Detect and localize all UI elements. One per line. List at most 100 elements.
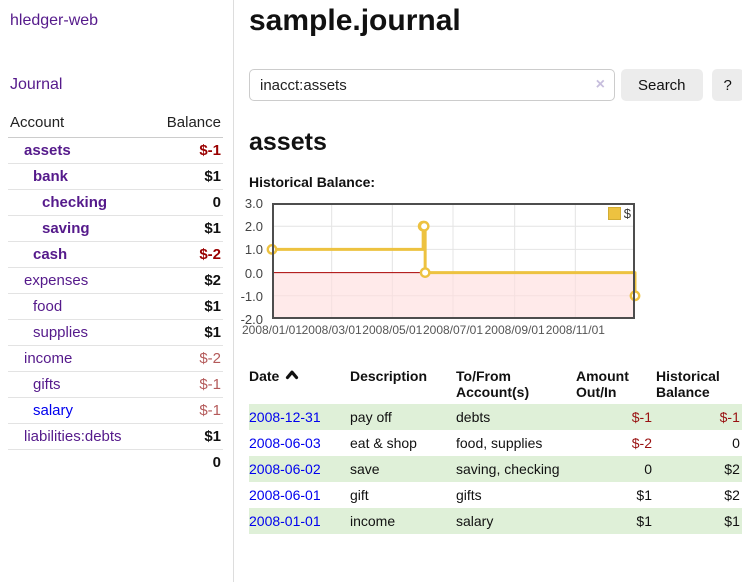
accounts-total-row: 0 <box>8 450 223 476</box>
main-content: sample.journal × Search ? assets Histori… <box>234 0 742 582</box>
account-name-cell: supplies <box>8 319 151 346</box>
account-heading: assets <box>249 128 327 156</box>
sidebar-account-supplies[interactable]: supplies <box>33 324 89 341</box>
chart-plot-area: $ <box>266 203 641 319</box>
x-tick-label: 2008/07/01 <box>422 323 484 337</box>
accounts-column-header: Account <box>8 111 151 138</box>
register-header-row: Date Description To/From Account(s) Amou… <box>249 366 742 404</box>
account-name-cell: salary <box>8 397 151 424</box>
register-date-cell: 2008-06-02 <box>249 456 350 482</box>
register-description-cell: pay off <box>350 409 392 425</box>
sidebar-item-journal[interactable]: Journal <box>10 76 63 93</box>
search-box: × <box>249 69 615 101</box>
account-balance: $-1 <box>150 371 223 398</box>
account-row: saving $1 <box>8 215 223 242</box>
col-header-historical: Historical Balance <box>656 366 742 404</box>
sidebar-account-saving[interactable]: saving <box>42 220 90 237</box>
y-tick-label: 2.0 <box>244 219 263 235</box>
balance-chart-svg <box>266 203 641 319</box>
register-balance-cell: 0 <box>732 435 740 451</box>
register-row: 2008-06-03 eat & shop food, supplies $-2 0 <box>249 430 742 456</box>
app-title-link[interactable]: hledger-web <box>10 12 99 29</box>
account-row: bank $1 <box>8 163 223 190</box>
account-balance: $1 <box>150 163 223 190</box>
account-name-cell: income <box>8 345 151 372</box>
sidebar-account-salary[interactable]: salary <box>33 402 74 419</box>
y-tick-label: -2.0 <box>240 312 263 327</box>
col-header-date: Date <box>249 366 350 404</box>
search-button[interactable]: Search <box>621 69 703 101</box>
transaction-date-link[interactable]: 2008-06-02 <box>249 461 321 477</box>
transaction-date-link[interactable]: 2008-06-01 <box>249 487 321 503</box>
sidebar-account-expenses[interactable]: expenses <box>24 272 89 289</box>
account-balance: $1 <box>150 215 223 242</box>
account-balance: $2 <box>150 267 223 294</box>
accounts-header-row: Account Balance <box>8 111 223 138</box>
register-date-cell: 2008-06-01 <box>249 482 350 508</box>
account-row: supplies $1 <box>8 319 223 346</box>
chart-xlabels: 2008/01/01 2008/03/01 2008/05/01 2008/07/01… <box>242 323 635 341</box>
account-row: salary $-1 <box>8 397 223 424</box>
account-name-cell: liabilities:debts <box>8 423 151 450</box>
search-input[interactable] <box>249 69 615 101</box>
x-tick-label: 2008/09/01 <box>484 323 545 337</box>
y-tick-label: -1.0 <box>240 288 263 304</box>
register-description-cell: income <box>350 513 396 529</box>
account-balance: $-2 <box>150 241 223 268</box>
register-balance-cell: $2 <box>724 487 740 503</box>
search-form: × Search ? <box>249 69 742 101</box>
accounts-table-body: assets $-1 bank $1 checking 0 saving $1 cash $-2 e… <box>8 137 223 450</box>
transaction-date-link[interactable]: 2008-12-31 <box>249 409 321 425</box>
register-date-cell: 2008-12-31 <box>249 404 350 430</box>
y-tick-label: 3.0 <box>244 196 263 211</box>
account-name-cell: saving <box>8 215 151 242</box>
help-button[interactable]: ? <box>711 69 742 101</box>
sidebar: hledger-web Journal Account Balance asse… <box>0 0 234 582</box>
account-row: income $-2 <box>8 345 223 372</box>
x-tick-label: 2008/01/01 <box>241 323 303 337</box>
legend-label: $ <box>623 206 631 221</box>
account-row: assets $-1 <box>8 137 223 164</box>
chart-ylabels: 3.0 2.0 1.0 0.0 -1.0 -2.0 <box>235 196 267 327</box>
y-tick-label: 1.0 <box>244 242 263 258</box>
register-table: Date Description To/From Account(s) Amou… <box>249 366 742 534</box>
historical-balance-chart: 3.0 2.0 1.0 0.0 -1.0 -2.0 $ 2008/01/01 2008/03… <box>241 196 742 345</box>
transaction-date-link[interactable]: 2008-01-01 <box>249 513 321 529</box>
accounts-table: Account Balance assets $-1 bank $1 checking 0… <box>8 111 223 475</box>
date-header-label: Date <box>249 368 280 384</box>
chart-title: Historical Balance: <box>249 174 376 190</box>
sidebar-account-checking[interactable]: checking <box>42 194 108 211</box>
amount-header-label: Amount Out/In <box>576 368 629 400</box>
account-row: liabilities:debts $1 <box>8 423 223 450</box>
sidebar-account-cash[interactable]: cash <box>33 246 68 263</box>
account-name-cell: gifts <box>8 371 151 398</box>
accounts-total-value: 0 <box>212 454 221 471</box>
register-date-cell: 2008-01-01 <box>249 508 350 534</box>
sidebar-account-liabilities:debts[interactable]: liabilities:debts <box>24 428 122 445</box>
sidebar-account-assets[interactable]: assets <box>24 142 71 159</box>
sidebar-account-food[interactable]: food <box>33 298 63 315</box>
clear-search-icon[interactable]: × <box>595 76 605 93</box>
register-amount-cell: $-2 <box>631 435 652 451</box>
register-accounts-cell: debts <box>456 409 491 425</box>
register-description-cell: save <box>350 461 380 477</box>
chart-legend: $ <box>607 206 631 221</box>
sidebar-account-income[interactable]: income <box>24 350 73 367</box>
register-balance-cell: $2 <box>724 461 740 477</box>
account-name-cell: cash <box>8 241 151 268</box>
sidebar-account-gifts[interactable]: gifts <box>33 376 61 393</box>
account-balance: $1 <box>150 423 223 450</box>
account-balance: $-1 <box>150 137 223 164</box>
sidebar-account-bank[interactable]: bank <box>33 168 69 185</box>
register-row: 2008-12-31 pay off debts $-1 $-1 <box>249 404 742 430</box>
x-tick-label: 2008/11/01 <box>545 323 605 337</box>
historical-header-label: Historical Balance <box>656 368 720 400</box>
register-accounts-cell: gifts <box>456 487 482 503</box>
register-accounts-cell: salary <box>456 513 494 529</box>
account-row: food $1 <box>8 293 223 320</box>
account-balance: 0 <box>150 189 223 216</box>
account-row: cash $-2 <box>8 241 223 268</box>
balance-column-header: Balance <box>150 111 223 138</box>
transaction-date-link[interactable]: 2008-06-03 <box>249 435 321 451</box>
description-header-label: Description <box>350 368 428 384</box>
